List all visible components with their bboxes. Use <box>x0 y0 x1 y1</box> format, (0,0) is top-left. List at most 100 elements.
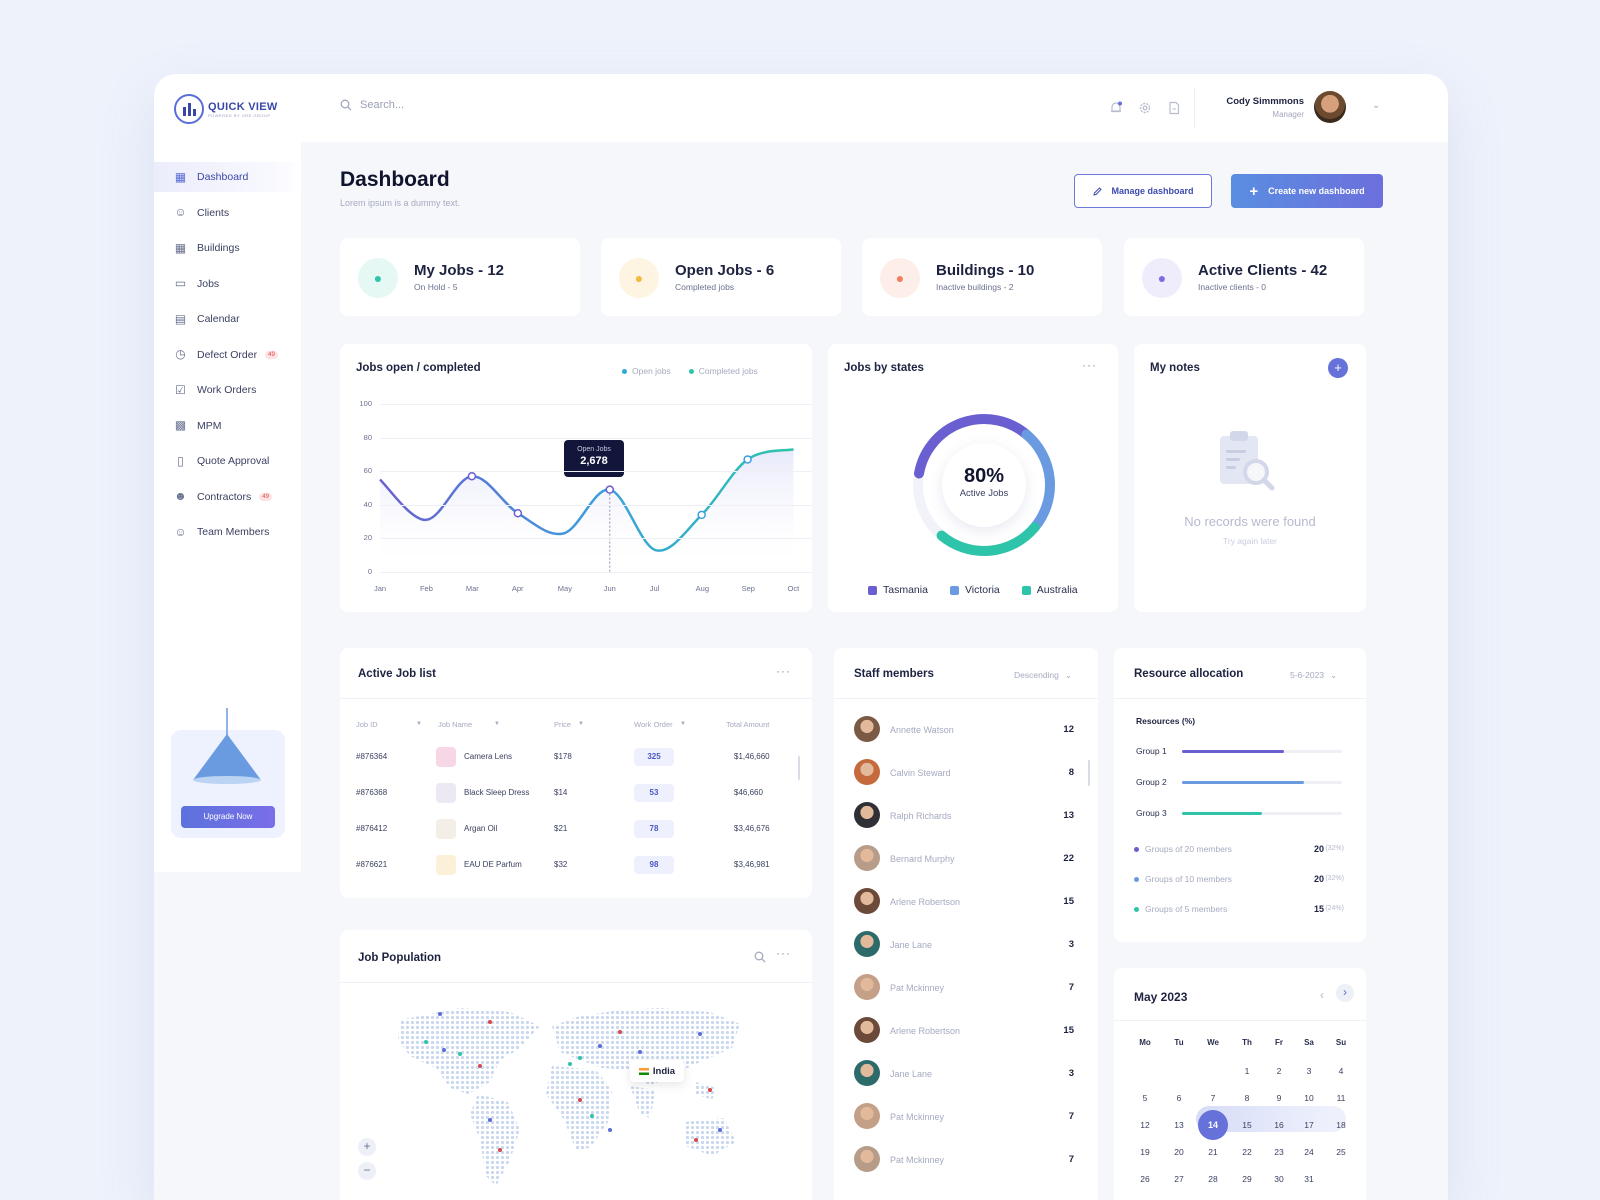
map-pin[interactable] <box>488 1118 492 1122</box>
column-header[interactable]: Job ID <box>356 720 378 729</box>
calendar-day[interactable]: 29 <box>1242 1174 1252 1184</box>
calendar-day[interactable]: 26 <box>1140 1174 1150 1184</box>
manage-dashboard-button[interactable]: Manage dashboard <box>1074 174 1212 208</box>
calendar-day[interactable]: 6 <box>1176 1093 1182 1103</box>
map-pin[interactable] <box>718 1128 722 1132</box>
sidebar-item-jobs[interactable]: ▭ Jobs <box>154 269 301 299</box>
more-options-icon[interactable]: ··· <box>776 946 791 960</box>
map-pin[interactable] <box>608 1128 612 1132</box>
donut-slice-victoria[interactable] <box>1021 429 1055 533</box>
donut-slice-australia[interactable] <box>936 522 1040 556</box>
data-point[interactable] <box>605 485 615 494</box>
map-pin[interactable] <box>568 1062 572 1066</box>
calendar-day[interactable]: 16 <box>1274 1120 1284 1130</box>
column-header[interactable]: Total Amount <box>726 720 770 729</box>
calendar-day[interactable]: 28 <box>1208 1174 1218 1184</box>
calendar-day[interactable]: 5 <box>1142 1093 1148 1103</box>
zoom-out-button[interactable]: − <box>358 1162 376 1180</box>
calendar-day[interactable]: 23 <box>1274 1147 1284 1157</box>
calendar-day[interactable]: 25 <box>1336 1147 1346 1157</box>
staff-list-item[interactable]: Arlene Robertson 15 <box>854 1017 1074 1047</box>
more-options-icon[interactable]: ··· <box>1082 358 1097 372</box>
map-pin[interactable] <box>488 1020 492 1024</box>
calendar-day[interactable]: 17 <box>1304 1120 1314 1130</box>
zoom-in-button[interactable]: + <box>358 1138 376 1156</box>
legend-australia[interactable]: Australia <box>1021 584 1078 596</box>
map-pin[interactable] <box>618 1030 622 1034</box>
search-bar[interactable]: Search... <box>340 99 404 111</box>
calendar-day[interactable]: 18 <box>1336 1120 1346 1130</box>
staff-list-item[interactable]: Calvin Steward 8 <box>854 759 1074 789</box>
donut-slice-tasmania[interactable] <box>914 414 1032 479</box>
table-row[interactable] <box>340 818 812 848</box>
stat-card[interactable]: ● Active Clients - 42 Inactive clients - 0 <box>1124 238 1364 316</box>
gear-icon[interactable] <box>1138 101 1152 115</box>
sidebar-item-contractors[interactable]: ☻ Contractors 49 <box>154 482 301 512</box>
calendar-day[interactable]: 9 <box>1276 1093 1282 1103</box>
add-note-button[interactable]: + <box>1328 358 1348 378</box>
staff-list-item[interactable]: Jane Lane 3 <box>854 931 1074 961</box>
staff-list-item[interactable]: Pat Mckinney 7 <box>854 974 1074 1004</box>
work-order-pill[interactable]: 98 <box>634 856 674 874</box>
map-pin[interactable] <box>578 1098 582 1102</box>
staff-list-item[interactable]: Annette Watson 12 <box>854 716 1074 746</box>
calendar-day[interactable]: 10 <box>1304 1093 1314 1103</box>
table-scrollbar[interactable] <box>798 756 800 780</box>
sidebar-item-calendar[interactable]: ▤ Calendar <box>154 304 301 334</box>
legend-tasmania[interactable]: Tasmania <box>868 584 928 596</box>
calendar-day[interactable]: 7 <box>1210 1093 1216 1103</box>
user-avatar[interactable] <box>1314 91 1346 123</box>
data-point[interactable] <box>743 455 752 464</box>
chevron-down-icon[interactable]: ⌄ <box>1372 100 1381 111</box>
calendar-day[interactable]: 31 <box>1304 1174 1314 1184</box>
sort-arrow-icon[interactable]: ▼ <box>578 721 584 727</box>
legend-victoria[interactable]: Victoria <box>949 584 1000 596</box>
legend-completed-jobs[interactable]: Completed jobs <box>688 366 758 376</box>
map-pin[interactable] <box>638 1050 642 1054</box>
calendar-day[interactable]: 13 <box>1174 1120 1184 1130</box>
bell-icon[interactable] <box>1109 101 1123 115</box>
work-order-pill[interactable]: 78 <box>634 820 674 838</box>
chevron-left-icon[interactable]: ‹ <box>1320 988 1324 1002</box>
calendar-day[interactable]: 2 <box>1276 1066 1282 1076</box>
staff-scrollbar[interactable] <box>1088 760 1090 786</box>
calendar-day[interactable]: 1 <box>1244 1066 1250 1076</box>
work-order-pill[interactable]: 53 <box>634 784 674 802</box>
map-pin[interactable] <box>708 1088 712 1092</box>
date-dropdown[interactable]: 5-6-2023 ⌄ <box>1290 670 1337 681</box>
map-pin[interactable] <box>478 1064 482 1068</box>
calendar-day[interactable]: 8 <box>1244 1093 1250 1103</box>
data-point[interactable] <box>697 510 706 520</box>
table-row[interactable] <box>340 854 812 884</box>
brand-logo[interactable]: QUICK VIEW POWERED BY ORE GROUP <box>174 94 278 124</box>
search-input[interactable]: Search... <box>360 99 405 111</box>
map-pin[interactable] <box>578 1056 582 1060</box>
calendar-day[interactable]: 11 <box>1336 1093 1346 1103</box>
create-dashboard-button[interactable]: + Create new dashboard <box>1231 174 1383 208</box>
upgrade-button[interactable]: Upgrade Now <box>181 806 275 828</box>
document-icon[interactable] <box>1167 101 1181 115</box>
staff-list-item[interactable]: Arlene Robertson 15 <box>854 888 1074 918</box>
map-pin[interactable] <box>698 1032 702 1036</box>
calendar-day[interactable]: 19 <box>1140 1147 1150 1157</box>
calendar-day[interactable]: 30 <box>1274 1174 1284 1184</box>
calendar-day[interactable]: 20 <box>1174 1147 1184 1157</box>
calendar-day[interactable]: 27 <box>1174 1174 1184 1184</box>
staff-list-item[interactable]: Pat Mckinney 7 <box>854 1103 1074 1133</box>
stat-card[interactable]: ● Buildings - 10 Inactive buildings - 2 <box>862 238 1102 316</box>
map-pin[interactable] <box>458 1052 462 1056</box>
sort-arrow-icon[interactable]: ▼ <box>680 721 686 727</box>
map-pin[interactable] <box>498 1148 502 1152</box>
calendar-day[interactable]: 12 <box>1140 1120 1150 1130</box>
work-order-pill[interactable]: 325 <box>634 748 674 766</box>
staff-list-item[interactable]: Jane Lane 3 <box>854 1060 1074 1090</box>
calendar-day[interactable]: 3 <box>1306 1066 1312 1076</box>
sidebar-item-clients[interactable]: ☺ Clients <box>154 198 301 228</box>
table-row[interactable] <box>340 746 812 776</box>
map-pin[interactable] <box>598 1044 602 1048</box>
stat-card[interactable]: ● Open Jobs - 6 Completed jobs <box>601 238 841 316</box>
search-icon[interactable] <box>754 950 766 968</box>
calendar-day[interactable]: 4 <box>1338 1066 1344 1076</box>
calendar-day-selected[interactable]: 14 <box>1198 1110 1228 1140</box>
sidebar-item-dashboard[interactable]: ▦ Dashboard <box>154 162 301 192</box>
